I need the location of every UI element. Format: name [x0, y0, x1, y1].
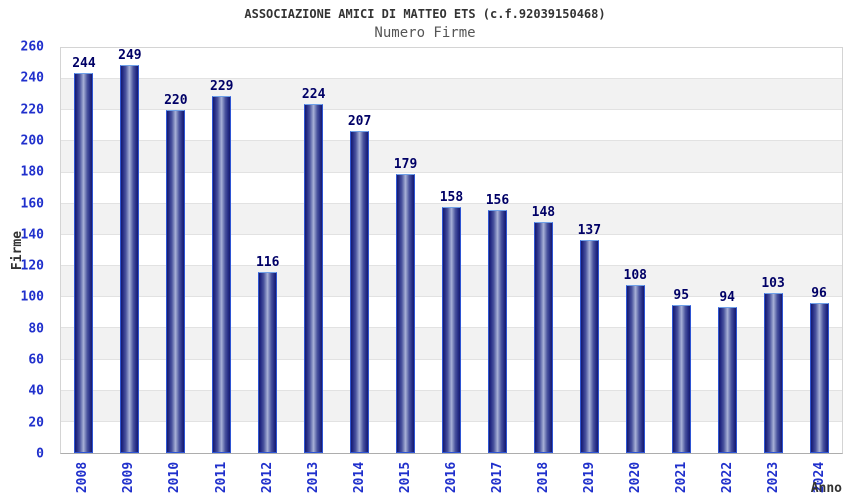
bar — [763, 292, 783, 453]
bar-slot: 249 — [107, 48, 153, 453]
bar — [579, 239, 599, 453]
bar-slot: 103 — [750, 48, 796, 453]
bar — [258, 272, 278, 453]
bar-slot: 148 — [520, 48, 566, 453]
bar — [487, 210, 507, 453]
bar — [441, 206, 461, 453]
bar-value-label: 220 — [164, 93, 188, 109]
x-tick-label: 2013 — [305, 461, 321, 493]
x-tick-label: 2008 — [75, 461, 91, 493]
bar — [533, 222, 553, 453]
x-tick-label: 2018 — [536, 461, 552, 493]
bar-slot: 95 — [658, 48, 704, 453]
bar-slot: 116 — [245, 48, 291, 453]
bar-value-label: 148 — [531, 205, 556, 221]
bar — [350, 130, 370, 453]
bar-slot: 96 — [796, 48, 842, 453]
y-tick-label: 40 — [28, 383, 44, 399]
bar-value-label: 224 — [301, 87, 326, 103]
bar-slot: 158 — [429, 48, 475, 453]
bar-value-label: 249 — [118, 48, 142, 64]
x-axis: 2008 2009 2010 2011 2012 2013 2014 2015 2016 2017… — [60, 455, 843, 500]
bar — [396, 174, 416, 453]
y-tick-label: 120 — [20, 258, 44, 274]
bar — [304, 104, 324, 453]
bar-value-label: 103 — [761, 275, 785, 291]
x-axis-title: Anno — [810, 481, 842, 496]
bar-value-label: 207 — [347, 113, 372, 129]
plot-area: 244 249 220 229 116 224 207 179 158 156 148 137 108 9… — [60, 47, 843, 454]
y-tick-label: 260 — [20, 39, 44, 55]
bar — [809, 303, 829, 453]
x-tick-label: 2019 — [582, 461, 598, 493]
bar-slot: 244 — [61, 48, 107, 453]
bar-value-label: 95 — [673, 288, 690, 304]
x-tick-label: 2017 — [490, 461, 506, 493]
bar-value-label: 158 — [439, 189, 464, 205]
bar — [212, 96, 232, 453]
bar — [671, 305, 691, 453]
y-tick-label: 200 — [20, 133, 44, 149]
bar-value-label: 179 — [393, 157, 418, 173]
x-tick-label: 2014 — [351, 461, 367, 493]
bar-slot: 94 — [704, 48, 750, 453]
x-tick-label: 2016 — [444, 461, 459, 493]
x-tick-label: 2012 — [259, 461, 275, 493]
x-tick-label: 2010 — [167, 461, 183, 493]
bar — [120, 65, 140, 453]
bar-value-label: 96 — [811, 286, 827, 302]
x-tick-label: 2020 — [628, 461, 644, 493]
y-tick-label: 140 — [20, 227, 44, 243]
x-tick-label: 2011 — [213, 461, 229, 493]
y-tick-label: 0 — [36, 446, 44, 462]
bar-slot: 207 — [337, 48, 383, 453]
bar — [625, 284, 645, 453]
x-tick-label: 2022 — [720, 461, 736, 493]
x-tick-label: 2021 — [674, 461, 690, 493]
bar-slot: 229 — [199, 48, 245, 453]
bar-slot: 179 — [383, 48, 429, 453]
y-tick-label: 100 — [20, 289, 44, 305]
x-tick-label: 2009 — [121, 461, 137, 493]
bar-value-label: 116 — [255, 255, 280, 271]
y-tick-label: 240 — [20, 70, 44, 86]
bar-value-label: 244 — [72, 55, 96, 71]
y-tick-label: 220 — [20, 102, 44, 118]
bar-slot: 156 — [474, 48, 520, 453]
bar-slot: 224 — [291, 48, 337, 453]
bar-value-label: 229 — [210, 79, 234, 95]
bar-slot: 220 — [153, 48, 199, 453]
y-tick-label: 80 — [28, 321, 44, 337]
bar-value-label: 137 — [577, 222, 602, 238]
bar-value-label: 156 — [485, 193, 510, 208]
y-tick-label: 160 — [20, 196, 44, 212]
bar-value-label: 94 — [719, 289, 735, 305]
chart-title: ASSOCIAZIONE AMICI DI MATTEO ETS (c.f.92… — [244, 7, 606, 21]
bar-value-label: 108 — [623, 267, 647, 283]
y-tick-label: 20 — [28, 415, 44, 431]
y-axis: 0 20 40 60 80 100 120 140 160 180 200 220 240 260 — [0, 41, 52, 461]
chart-subtitle: Numero Firme — [374, 25, 476, 41]
y-tick-label: 60 — [28, 352, 44, 368]
x-tick-label: 2015 — [397, 461, 413, 493]
x-tick-label: 2023 — [766, 461, 782, 493]
bar — [166, 110, 186, 453]
bar-slot: 108 — [612, 48, 658, 453]
bar-slot: 137 — [566, 48, 612, 453]
bar — [717, 306, 737, 453]
y-tick-label: 180 — [20, 164, 44, 180]
bar — [74, 72, 94, 453]
